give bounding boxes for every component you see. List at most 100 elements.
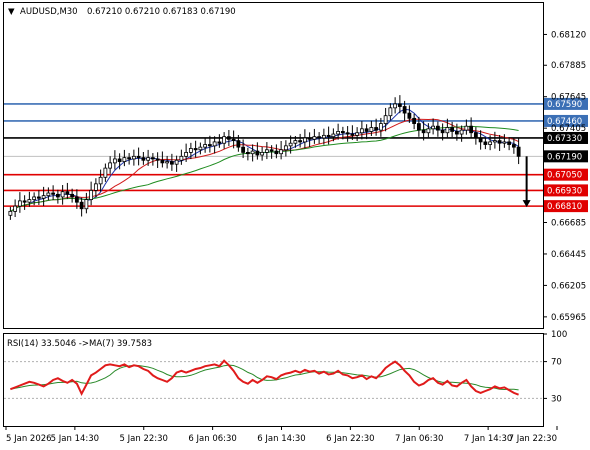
- candle-body: [184, 151, 189, 157]
- candle-body: [374, 127, 379, 131]
- candle-body: [169, 161, 174, 165]
- candle-body: [312, 136, 317, 140]
- rsi-tick-label: 30: [551, 394, 562, 404]
- candle-body: [165, 161, 170, 164]
- candle-body: [488, 141, 493, 145]
- candle-body: [103, 167, 108, 178]
- candle-body: [298, 140, 303, 143]
- candle-body: [231, 138, 236, 142]
- candle-body: [41, 195, 46, 199]
- candle-body: [302, 137, 307, 143]
- candle-body: [407, 112, 412, 119]
- candle-body: [321, 134, 326, 139]
- candle-body: [412, 117, 417, 124]
- candle-body: [264, 149, 269, 153]
- level-price-label: 0.67330: [547, 134, 582, 144]
- candle-body: [397, 103, 402, 107]
- candle-body: [212, 141, 217, 147]
- candle-body: [179, 155, 184, 161]
- level-price-badge: [544, 168, 588, 181]
- candle-body: [388, 107, 393, 117]
- time-tick-label: 6 Jan 14:30: [257, 434, 305, 444]
- candle-body: [241, 146, 246, 153]
- candle-body: [288, 142, 293, 147]
- candle-body: [146, 157, 151, 161]
- candle-body: [431, 125, 436, 130]
- candle-body: [203, 144, 208, 148]
- rsi-line: [10, 359, 519, 397]
- candle-body: [336, 131, 341, 135]
- candle-body: [160, 159, 165, 164]
- price-tick-label: 0.68120: [551, 30, 586, 40]
- price-pane[interactable]: [3, 2, 544, 329]
- candle-body: [473, 132, 478, 139]
- candle-body: [378, 123, 383, 131]
- candle-body: [93, 183, 98, 191]
- candle-body: [74, 196, 79, 203]
- level-price-badge: [544, 184, 588, 197]
- candle-body: [435, 125, 440, 131]
- level-price-badge: [544, 200, 588, 213]
- chart-symbol-timeframe: AUDUSD,M30: [20, 7, 78, 17]
- level-price-label: 0.67190: [547, 152, 582, 162]
- candle-body: [193, 148, 198, 151]
- level-price-badge: [544, 131, 588, 144]
- candle-body: [117, 158, 122, 162]
- candle-body: [245, 151, 250, 155]
- candle-body: [32, 196, 37, 200]
- candle-body: [478, 137, 483, 143]
- candle-body: [317, 136, 322, 139]
- candle-body: [464, 125, 469, 131]
- time-tick-label: 5 Jan 22:30: [120, 434, 168, 444]
- candle-body: [51, 192, 56, 195]
- candle-body: [108, 162, 113, 169]
- candle-body: [122, 157, 127, 162]
- time-tick-label: 7 Jan 22:30: [509, 434, 557, 444]
- candle-body: [79, 201, 84, 210]
- candle-body: [207, 144, 212, 147]
- candle-body: [198, 146, 203, 151]
- candle-body: [502, 141, 507, 144]
- time-tick-label: 6 Jan 22:30: [326, 434, 374, 444]
- candle-body: [459, 129, 464, 135]
- candle-body: [369, 127, 374, 132]
- candle-body: [516, 146, 521, 157]
- candle-body: [260, 151, 265, 156]
- level-price-label: 0.67460: [547, 117, 582, 127]
- level-price-label: 0.67050: [547, 171, 582, 181]
- candle-body: [454, 131, 459, 135]
- candle-body: [393, 103, 398, 109]
- candle-body: [440, 129, 445, 134]
- candle-body: [279, 149, 284, 155]
- candle-body: [469, 125, 474, 134]
- candle-body: [426, 128, 431, 134]
- candle-body: [507, 141, 512, 145]
- time-tick-label: 7 Jan 06:30: [395, 434, 443, 444]
- candle-body: [131, 155, 136, 160]
- level-price-badge: [544, 150, 588, 163]
- candle-body: [359, 128, 364, 134]
- candle-body: [17, 200, 22, 207]
- level-price-label: 0.67590: [547, 100, 582, 110]
- candle-body: [497, 140, 502, 144]
- rsi-indicator-label: RSI(14) 33.5046 ->MA(7) 39.7583: [7, 339, 152, 349]
- candle-body: [27, 199, 32, 203]
- chart-menu-triangle-down-icon[interactable]: ▼: [8, 7, 15, 17]
- candle-body: [236, 140, 241, 148]
- candle-body: [492, 140, 497, 143]
- price-tick-label: 0.66445: [551, 250, 586, 260]
- level-price-label: 0.66930: [547, 186, 582, 196]
- candle-body: [269, 149, 274, 152]
- candle-body: [112, 158, 117, 164]
- price-tick-label: 0.66685: [551, 219, 586, 229]
- candle-body: [483, 141, 488, 145]
- candle-body: [55, 193, 60, 198]
- candle-body: [155, 158, 160, 161]
- level-price-label: 0.66810: [547, 202, 582, 212]
- candle-body: [364, 128, 369, 132]
- candle-body: [13, 205, 18, 212]
- candle-body: [46, 192, 51, 197]
- candle-body: [445, 127, 450, 134]
- candle-body: [22, 200, 27, 203]
